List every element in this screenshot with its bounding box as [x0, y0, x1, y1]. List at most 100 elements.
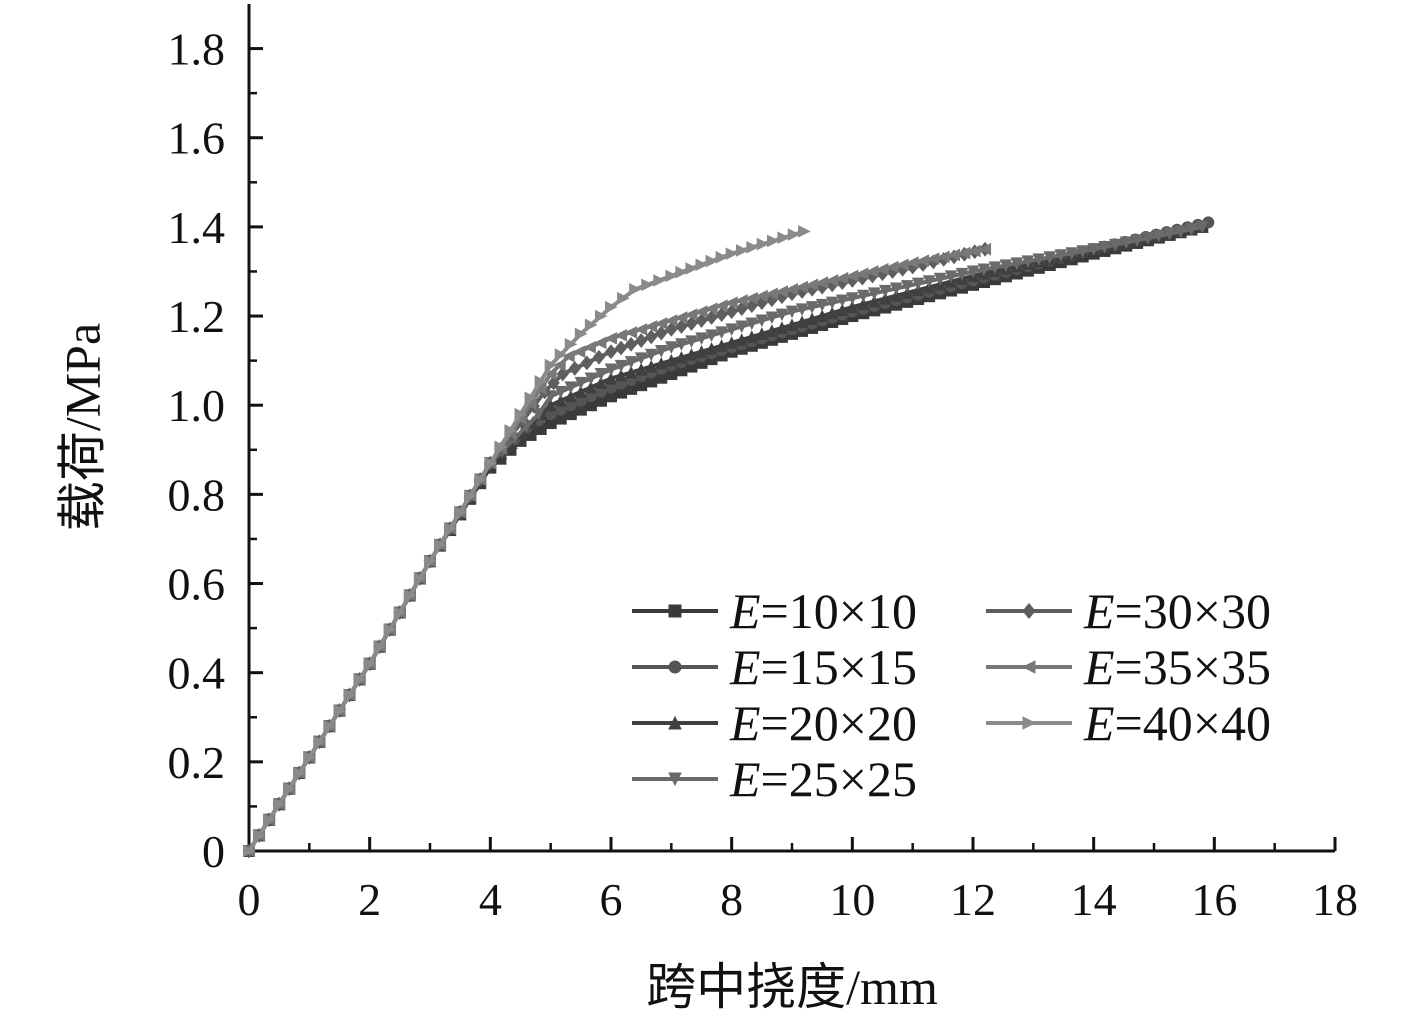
data-point — [645, 329, 658, 345]
data-point — [580, 355, 594, 371]
legend-marker — [668, 772, 682, 787]
data-point — [343, 688, 357, 702]
data-point — [383, 623, 397, 636]
legend-label: E=10×10 — [729, 583, 917, 639]
legend-label: E=15×15 — [729, 639, 917, 695]
data-point — [735, 301, 748, 317]
data-point — [594, 376, 608, 389]
y-tick-label: 0.8 — [168, 469, 226, 520]
x-tick-label: 14 — [1071, 874, 1117, 925]
data-point — [665, 322, 678, 337]
x-tick-label: 6 — [600, 874, 623, 925]
data-point — [634, 362, 648, 376]
data-point — [674, 311, 688, 324]
data-point — [665, 341, 678, 354]
legend-item: E=10×10 — [632, 583, 917, 639]
data-point — [777, 231, 790, 245]
data-point — [933, 272, 947, 286]
data-point — [644, 359, 658, 373]
data-point — [705, 310, 718, 325]
data-point — [568, 361, 581, 376]
y-tick-label: 1.0 — [168, 380, 226, 431]
data-point — [604, 363, 618, 377]
data-point — [846, 300, 859, 314]
data-point — [532, 408, 545, 421]
legend-marker — [1022, 716, 1037, 730]
x-axis-ticks — [247, 837, 1337, 851]
data-point — [878, 284, 892, 298]
data-point — [1152, 229, 1166, 243]
y-axis-tick-labels: 0 0.2 0.4 0.6 0.8 1.0 1.2 1.4 1.6 1.8 — [168, 24, 226, 877]
y-tick-label: 0.4 — [168, 648, 226, 699]
data-point — [798, 225, 811, 238]
data-point — [594, 368, 608, 381]
data-point — [937, 250, 950, 264]
data-point — [644, 348, 658, 362]
data-point — [865, 265, 879, 278]
data-point — [634, 323, 648, 336]
data-point — [926, 252, 940, 266]
data-point — [999, 259, 1013, 273]
data-point — [685, 348, 698, 361]
data-point — [735, 333, 749, 346]
x-tick-label: 0 — [238, 874, 261, 925]
data-point — [554, 385, 568, 399]
data-point — [746, 240, 759, 254]
data-point — [765, 287, 778, 301]
data-point — [745, 330, 759, 343]
legend-item: E=25×25 — [632, 751, 917, 807]
data-point — [694, 305, 708, 318]
data-point — [825, 306, 839, 320]
data-point — [675, 338, 688, 351]
data-point — [594, 309, 608, 323]
data-point — [889, 289, 903, 302]
x-tick-label: 8 — [720, 874, 743, 925]
data-point — [675, 265, 689, 279]
legend-marker — [1021, 660, 1036, 674]
data-point — [547, 375, 560, 391]
data-point — [867, 294, 881, 308]
data-point — [494, 440, 508, 454]
data-point — [1163, 227, 1176, 241]
data-point — [562, 349, 575, 363]
x-axis-title: 跨中挠度/mm — [646, 959, 938, 1015]
data-point — [988, 261, 1002, 275]
data-point — [554, 394, 568, 407]
data-point — [911, 277, 925, 291]
series-40-40 — [243, 225, 811, 858]
data-point — [715, 339, 728, 352]
data-point — [805, 312, 819, 326]
data-point — [393, 606, 407, 619]
data-point — [583, 340, 596, 354]
data-point — [641, 278, 654, 292]
data-point — [1043, 251, 1057, 264]
data-point — [403, 589, 417, 602]
data-point — [263, 813, 276, 827]
data-point — [1010, 257, 1024, 270]
data-point — [725, 336, 738, 349]
data-point — [1087, 243, 1100, 256]
data-point — [765, 311, 779, 325]
data-point — [705, 329, 718, 342]
data-point — [635, 333, 648, 348]
data-point — [745, 291, 758, 305]
data-point — [353, 673, 367, 686]
data-point — [805, 278, 819, 292]
y-tick-label: 1.6 — [168, 113, 226, 164]
data-point — [968, 244, 981, 258]
data-point — [592, 349, 606, 365]
data-point — [584, 380, 598, 394]
data-point — [916, 254, 930, 267]
data-point — [655, 325, 668, 341]
data-point — [624, 326, 638, 339]
legend-label: E=20×20 — [729, 695, 917, 751]
legend-label: E=40×40 — [1083, 695, 1271, 751]
data-point — [1185, 223, 1198, 236]
data-point — [895, 258, 909, 272]
data-point — [695, 332, 708, 345]
data-point — [534, 375, 548, 388]
data-point — [795, 280, 809, 294]
data-point — [1054, 249, 1068, 262]
data-point — [243, 844, 256, 858]
